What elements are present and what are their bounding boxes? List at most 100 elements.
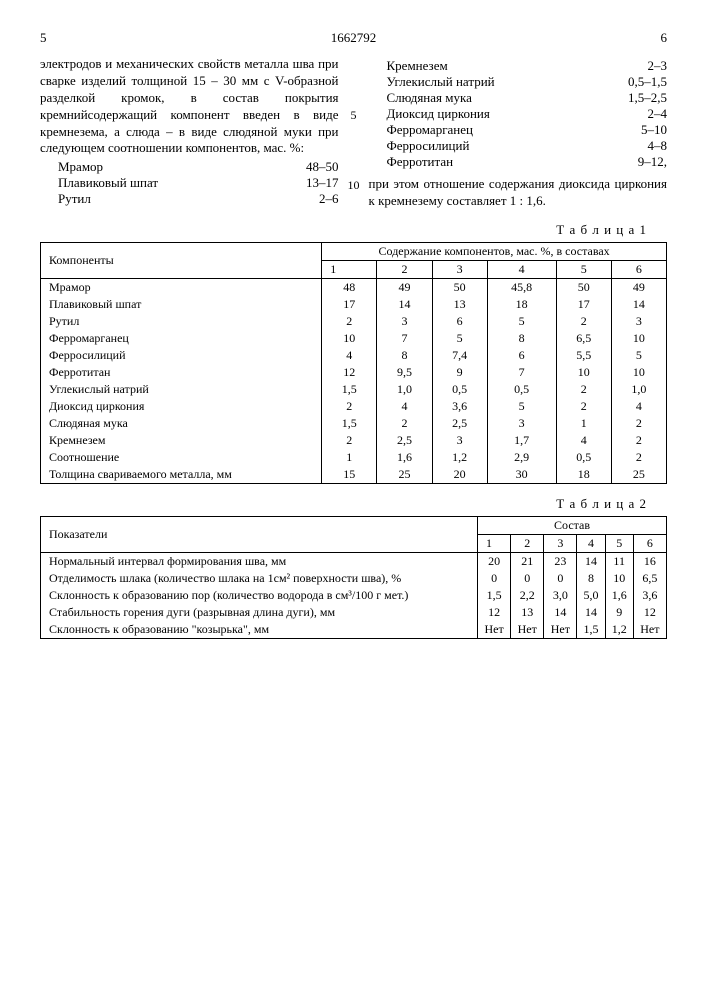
cell: 1,7: [487, 432, 556, 449]
comp-val: 2–6: [319, 191, 339, 207]
cell: 6: [487, 347, 556, 364]
table-row: Ферромарганец107586,510: [41, 330, 667, 347]
left-para: электродов и механических свойств металл…: [40, 56, 339, 157]
t2-h2: Состав: [478, 516, 667, 534]
cell: 1,2: [605, 621, 633, 639]
cell: 2: [322, 398, 377, 415]
comp-val: 4–8: [648, 138, 668, 154]
table-row: Соотношение11,61,22,90,52: [41, 449, 667, 466]
table-row: Отделимость шлака (количество шлака на 1…: [41, 570, 667, 587]
comp-val: 2–3: [648, 58, 668, 74]
comp-row: Ферросилиций4–8: [369, 138, 668, 154]
page-center: 1662792: [331, 30, 377, 46]
cell: 6: [432, 313, 487, 330]
cell: 6,5: [556, 330, 611, 347]
t1-h1: Компоненты: [41, 242, 322, 278]
cell: 9: [605, 604, 633, 621]
cell: 0,5: [487, 381, 556, 398]
cell: 1,6: [377, 449, 432, 466]
cell: 0: [511, 570, 544, 587]
cell: 11: [605, 552, 633, 570]
cell: 0: [478, 570, 511, 587]
cell: 9,5: [377, 364, 432, 381]
cell: 10: [556, 364, 611, 381]
comp-row: Углекислый натрий0,5–1,5: [369, 74, 668, 90]
row-label: Мрамор: [41, 278, 322, 296]
row-label: Склонность к образованию пор (количество…: [41, 587, 478, 604]
cell: 2,2: [511, 587, 544, 604]
comp-row: Ферротитан 9–12,: [369, 154, 668, 170]
comp-name: Ферромарганец: [387, 122, 474, 138]
table-row: Ферротитан129,5971010: [41, 364, 667, 381]
cell: 7,4: [432, 347, 487, 364]
page-left: 5: [40, 30, 47, 46]
comp-row: Рутил2–6: [40, 191, 339, 207]
cell: 49: [611, 278, 666, 296]
cell: 20: [432, 466, 487, 484]
table-row: Кремнезем22,531,742: [41, 432, 667, 449]
row-label: Кремнезем: [41, 432, 322, 449]
cell: 5,0: [577, 587, 605, 604]
table-row: Стабильность горения дуги (разрывная дли…: [41, 604, 667, 621]
cell: 7: [377, 330, 432, 347]
row-label: Толщина свариваемого металла, мм: [41, 466, 322, 484]
cell: 2: [556, 313, 611, 330]
page-right: 6: [661, 30, 668, 46]
row-label: Склонность к образованию "козырька", мм: [41, 621, 478, 639]
col-header: 4: [487, 260, 556, 278]
line-num-10: 10: [348, 178, 360, 193]
cell: 18: [556, 466, 611, 484]
row-label: Отделимость шлака (количество шлака на 1…: [41, 570, 478, 587]
table-row: Нормальный интервал формирования шва, мм…: [41, 552, 667, 570]
col-header: 3: [432, 260, 487, 278]
col-header: 6: [611, 260, 666, 278]
table2: Показатели Состав 123456 Нормальный инте…: [40, 516, 667, 639]
comp-name: Углекислый натрий: [387, 74, 495, 90]
comp-name: Ферротитан: [387, 154, 454, 170]
cell: 2,5: [377, 432, 432, 449]
row-label: Стабильность горения дуги (разрывная дли…: [41, 604, 478, 621]
right-comp-list: Кремнезем2–3 Углекислый натрий0,5–1,5 Сл…: [369, 58, 668, 170]
comp-name: Диоксид циркония: [387, 106, 490, 122]
cell: 6,5: [633, 570, 666, 587]
cell: 2: [322, 432, 377, 449]
row-label: Нормальный интервал формирования шва, мм: [41, 552, 478, 570]
cell: 3,6: [432, 398, 487, 415]
left-column: электродов и механических свойств металл…: [40, 56, 339, 210]
cell: 2: [556, 398, 611, 415]
cell: 23: [544, 552, 577, 570]
comp-val: 9–12,: [638, 154, 667, 170]
table-row: Диоксид циркония243,6524: [41, 398, 667, 415]
cell: 1,5: [322, 381, 377, 398]
cell: 8: [487, 330, 556, 347]
comp-row: Диоксид циркония2–4: [369, 106, 668, 122]
comp-val: 1,5–2,5: [628, 90, 667, 106]
row-label: Ферротитан: [41, 364, 322, 381]
row-label: Соотношение: [41, 449, 322, 466]
cell: 10: [605, 570, 633, 587]
cell: 30: [487, 466, 556, 484]
row-label: Ферросилиций: [41, 347, 322, 364]
table-row: Мрамор48495045,85049: [41, 278, 667, 296]
left-comp-list: Мрамор48–50 Плавиковый шпат13–17 Рутил2–…: [40, 159, 339, 207]
cell: 25: [377, 466, 432, 484]
cell: 3,0: [544, 587, 577, 604]
cell: 4: [377, 398, 432, 415]
page-header: 5 1662792 6: [40, 30, 667, 46]
cell: 8: [577, 570, 605, 587]
cell: 21: [511, 552, 544, 570]
comp-val: 5–10: [641, 122, 667, 138]
cell: 2: [322, 313, 377, 330]
cell: 10: [611, 364, 666, 381]
cell: 5: [487, 398, 556, 415]
cell: 4: [322, 347, 377, 364]
cell: 14: [611, 296, 666, 313]
cell: Нет: [633, 621, 666, 639]
cell: 50: [556, 278, 611, 296]
table-row: Плавиковый шпат171413181714: [41, 296, 667, 313]
cell: 18: [487, 296, 556, 313]
cell: 2: [611, 415, 666, 432]
cell: 13: [432, 296, 487, 313]
cell: 1,0: [611, 381, 666, 398]
comp-name: Слюдяная мука: [387, 90, 472, 106]
